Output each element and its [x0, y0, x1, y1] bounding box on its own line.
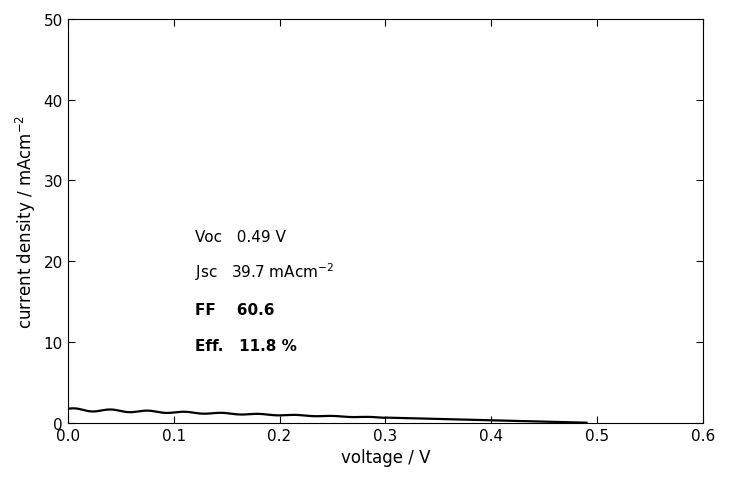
Text: Voc   0.49 V: Voc 0.49 V	[195, 229, 286, 244]
Text: Eff.   11.8 %: Eff. 11.8 %	[195, 338, 297, 353]
Y-axis label: current density / mAcm$^{-2}$: current density / mAcm$^{-2}$	[14, 115, 38, 328]
Text: Jsc   39.7 mAcm$^{-2}$: Jsc 39.7 mAcm$^{-2}$	[195, 261, 334, 283]
Text: FF    60.6: FF 60.6	[195, 302, 274, 317]
X-axis label: voltage / V: voltage / V	[340, 448, 430, 466]
